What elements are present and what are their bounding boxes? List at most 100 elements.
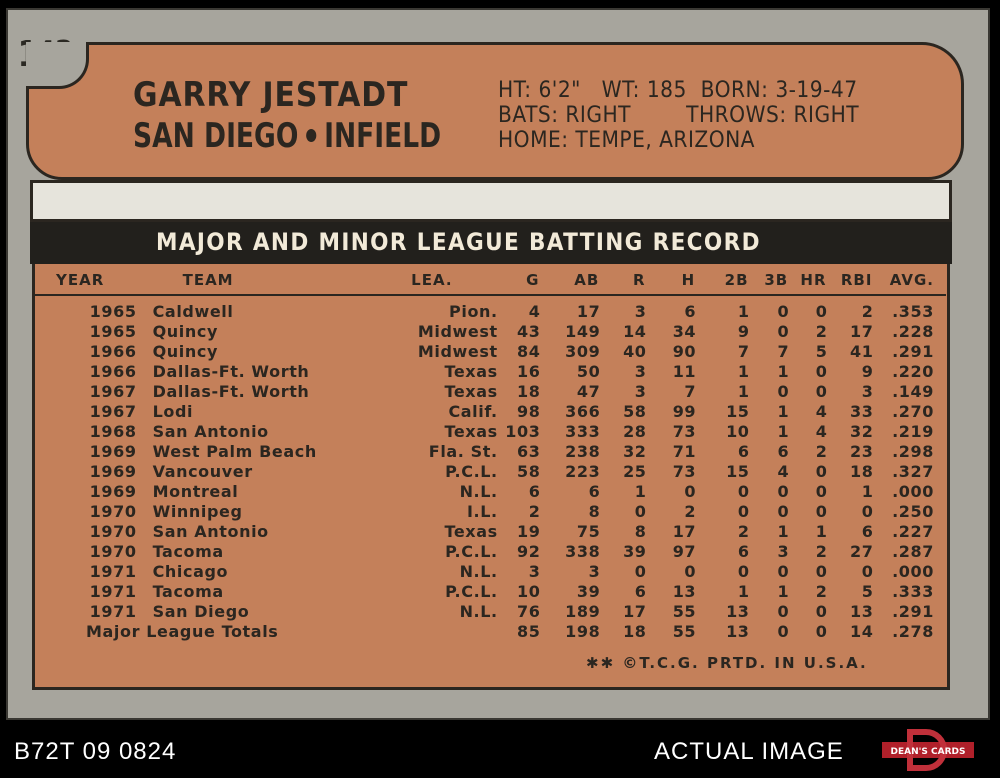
table-row: 1969 Montreal N.L. 6 6 1 0 0 0 0 1 .000 <box>34 482 946 502</box>
cell-team: San Antonio <box>152 422 269 441</box>
table-row: 1967 Dallas-Ft. Worth Texas 18 47 3 7 1 0 0 3 .149 <box>34 382 946 402</box>
cell-year: 1967 <box>89 402 137 421</box>
cell-3b: 0 <box>777 482 790 501</box>
cell-team: Vancouver <box>152 462 253 481</box>
table-row: 1971 Chicago N.L. 3 3 0 0 0 0 0 0 .000 <box>34 562 946 582</box>
cell-hr: 2 <box>815 322 828 341</box>
cell-r: 3 <box>634 362 647 381</box>
cell-avg: .353 <box>892 302 934 321</box>
cell-avg: .220 <box>892 362 934 381</box>
cell-avg: .327 <box>892 462 934 481</box>
table-row: 1968 San Antonio Texas 103 333 28 73 10 1 4 32 .219 <box>34 422 946 442</box>
cell-rbi: 9 <box>861 362 874 381</box>
cell-3b: 6 <box>777 442 790 461</box>
cell-rbi: 23 <box>849 442 874 461</box>
cell-avg: .250 <box>892 502 934 521</box>
cell-h: 90 <box>672 342 697 361</box>
table-row: 1971 Tacoma P.C.L. 10 39 6 13 1 1 2 5 .333 <box>34 582 946 602</box>
cell-g: 18 <box>516 382 541 401</box>
cell-ab: 50 <box>576 362 601 381</box>
cell-year: 1968 <box>89 422 137 441</box>
cell-3b: 0 <box>777 602 790 621</box>
cell-3b: 0 <box>777 382 790 401</box>
cell-2b: 1 <box>737 582 750 601</box>
cell-3b: 0 <box>777 322 790 341</box>
bio-line: HOME: TEMPE, ARIZONA <box>498 128 755 153</box>
cell-year: 1970 <box>89 522 137 541</box>
cell-g: 63 <box>516 442 541 461</box>
cell-r: 3 <box>634 382 647 401</box>
cell-year: 1966 <box>89 342 137 361</box>
cell-2b: 2 <box>737 522 750 541</box>
cell-league: N.L. <box>459 482 498 501</box>
cell-hr: 4 <box>815 422 828 441</box>
cell-ab: 149 <box>565 322 601 341</box>
table-header-row: YEAR TEAM LEA. G AB R H 2B 3B HR RBI AVG… <box>34 266 946 296</box>
cell-h: 34 <box>672 322 697 341</box>
cell-year: 1969 <box>89 482 137 501</box>
cell-avg: .298 <box>892 442 934 461</box>
team-name: SAN DIEGO <box>133 116 299 156</box>
table-row: 1966 Dallas-Ft. Worth Texas 16 50 3 11 1 1 0 9.220 <box>34 362 946 382</box>
cell-team: Dallas-Ft. Worth <box>152 382 310 401</box>
col-team: TEAM <box>152 266 392 296</box>
cell-avg: .333 <box>892 582 934 601</box>
actual-image-label: ACTUAL IMAGE <box>654 738 844 765</box>
table-body: 1965 Caldwell Pion. 4 17 3 6 1 0 0 2.353 1965 Quincy… <box>34 295 946 642</box>
totals-row: Major League Totals 85 198 18 55 13 0 0 14 .278 <box>34 622 946 642</box>
cell-hr: 0 <box>815 302 828 321</box>
cell-r: 8 <box>634 522 647 541</box>
cell-3b: 0 <box>777 302 790 321</box>
cell-rbi: 0 <box>861 562 874 581</box>
cell-r: 0 <box>634 562 647 581</box>
cell-rbi: 17 <box>849 322 874 341</box>
player-name: GARRY JESTADT <box>133 75 409 115</box>
cell-g: 92 <box>516 542 541 561</box>
cell-year: 1971 <box>89 582 137 601</box>
cell-h: 13 <box>672 582 697 601</box>
cell-2b: 1 <box>737 302 750 321</box>
cell-year: 1966 <box>89 362 137 381</box>
cell-rbi: 5 <box>861 582 874 601</box>
cell-2b: 6 <box>737 542 750 561</box>
table-row: 1967 Lodi Calif. 98 366 58 99 15 1 4 33 .270 <box>34 402 946 422</box>
cell-rbi: 0 <box>861 502 874 521</box>
table-row: 1970 Tacoma P.C.L. 92 338 39 97 6 3 2 27 .287 <box>34 542 946 562</box>
cell-year: 1970 <box>89 542 137 561</box>
totals-h: 55 <box>672 622 697 641</box>
cell-ab: 338 <box>565 542 601 561</box>
cell-3b: 0 <box>777 562 790 581</box>
cell-avg: .000 <box>892 482 934 501</box>
table-row: 1971 San Diego N.L. 76 189 17 55 13 0 0 13 .291 <box>34 602 946 622</box>
cell-2b: 1 <box>737 362 750 381</box>
cell-h: 99 <box>672 402 697 421</box>
table-row: 1966 Quincy Midwest 84 309 40 90 7 7 5 41 .291 <box>34 342 946 362</box>
col-hr: HR <box>789 266 828 296</box>
cell-3b: 1 <box>777 582 790 601</box>
cell-h: 0 <box>684 562 697 581</box>
cell-g: 6 <box>528 482 541 501</box>
totals-avg: .278 <box>892 622 934 641</box>
cell-hr: 0 <box>815 462 828 481</box>
cell-hr: 0 <box>815 382 828 401</box>
cell-3b: 7 <box>777 342 790 361</box>
cell-hr: 0 <box>815 502 828 521</box>
cell-league: I.L. <box>467 502 498 521</box>
cell-r: 0 <box>634 502 647 521</box>
cell-hr: 0 <box>815 362 828 381</box>
cell-rbi: 18 <box>849 462 874 481</box>
cell-g: 43 <box>516 322 541 341</box>
cell-2b: 15 <box>726 462 750 481</box>
cell-rbi: 33 <box>849 402 874 421</box>
cell-h: 73 <box>672 422 697 441</box>
cell-h: 2 <box>684 502 697 521</box>
cell-r: 39 <box>623 542 647 561</box>
section-title: MAJOR AND MINOR LEAGUE BATTING RECORD <box>156 228 761 256</box>
cell-rbi: 13 <box>849 602 874 621</box>
cell-league: Midwest <box>417 322 498 341</box>
cell-league: Texas <box>444 422 498 441</box>
cell-league: N.L. <box>459 562 498 581</box>
cell-r: 58 <box>623 402 647 421</box>
cell-avg: .227 <box>892 522 934 541</box>
cell-league: P.C.L. <box>445 462 498 481</box>
